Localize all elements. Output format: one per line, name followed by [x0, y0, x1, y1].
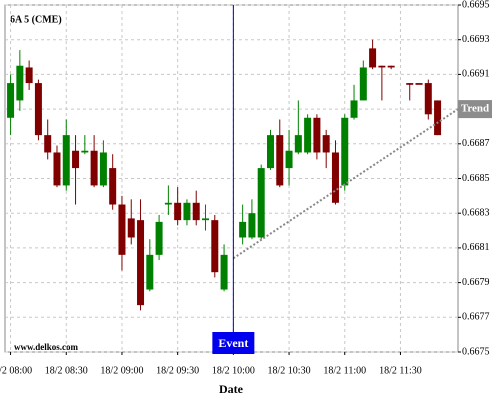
candle-body: [16, 65, 24, 101]
x-tick-label: 18/2 10:30: [268, 365, 311, 376]
event-label: Event: [218, 336, 248, 350]
candle-body: [118, 204, 126, 255]
x-tick-label: 18/2 08:30: [45, 365, 88, 376]
y-tick-label: 0.6681: [462, 242, 490, 253]
y-tick-label: 0.6675: [462, 346, 490, 357]
candle-body: [202, 218, 210, 221]
y-tick-label: 0.6679: [462, 277, 490, 288]
candle-body: [99, 152, 107, 186]
candle-body: [369, 48, 377, 68]
candle-body: [424, 83, 432, 115]
candle-body: [62, 135, 70, 186]
candle-body: [257, 168, 265, 238]
candle-body: [109, 168, 117, 205]
candle-body: [211, 220, 219, 273]
candle-body: [285, 150, 293, 169]
x-tick-label: 18/2 10:00: [212, 365, 255, 376]
candle-body: [53, 152, 61, 186]
x-axis-label: Date: [219, 382, 244, 396]
candle-body: [350, 100, 358, 118]
x-tick-label: 18/2 09:00: [100, 365, 143, 376]
candle-body: [434, 100, 442, 136]
candle-body: [359, 67, 367, 101]
candle-body: [44, 135, 52, 153]
candle-body: [406, 83, 414, 85]
candle-body: [313, 117, 321, 153]
candle-body: [304, 117, 312, 153]
x-tick-label: 18/2 08:00: [0, 365, 32, 376]
trend-line: [232, 108, 459, 260]
event-label-box: [212, 332, 255, 354]
x-tick-label: 18/2 09:30: [156, 365, 199, 376]
candle-body: [387, 65, 395, 68]
candle-body: [248, 213, 256, 238]
y-tick-label: 0.6677: [462, 312, 490, 323]
candle-body: [276, 135, 284, 186]
candle-body: [81, 150, 89, 153]
y-tick-label: 0.6691: [462, 69, 490, 80]
candle-body: [239, 221, 247, 238]
candle-body: [146, 254, 154, 290]
candle-body: [137, 220, 145, 306]
candle-body: [378, 65, 386, 68]
candle-body: [341, 117, 349, 186]
trend-label-box: [458, 100, 492, 119]
candle-body: [174, 202, 182, 221]
y-tick-label: 0.6683: [462, 207, 490, 218]
candle-body: [322, 135, 330, 153]
y-tick-label: 0.6695: [462, 0, 490, 10]
candle-body: [266, 135, 274, 169]
candle-body: [155, 221, 163, 255]
chart-title: 6A 5 (CME): [10, 14, 62, 25]
candle-body: [192, 202, 200, 221]
candle-body: [220, 254, 228, 290]
candle-body: [164, 202, 172, 205]
x-tick-label: 18/2 11:30: [379, 365, 422, 376]
candle-body: [25, 67, 33, 84]
candle-body: [183, 202, 191, 221]
plot-area: [4, 4, 459, 353]
watermark: www.delkos.com: [14, 342, 79, 352]
candle-body: [7, 83, 15, 118]
x-tick-label: 18/2 11:00: [323, 365, 366, 376]
candle-body: [127, 218, 135, 238]
candle-body: [294, 135, 302, 153]
candle-body: [415, 83, 423, 85]
y-tick-label: 0.6693: [462, 34, 490, 45]
trend-label: Trend: [461, 103, 489, 115]
candle-body: [72, 150, 80, 169]
candle-body: [90, 150, 98, 186]
candle-body: [34, 83, 42, 136]
y-tick-label: 0.6685: [462, 173, 490, 184]
y-tick-label: 0.6687: [462, 138, 490, 149]
candle-body: [331, 152, 339, 203]
